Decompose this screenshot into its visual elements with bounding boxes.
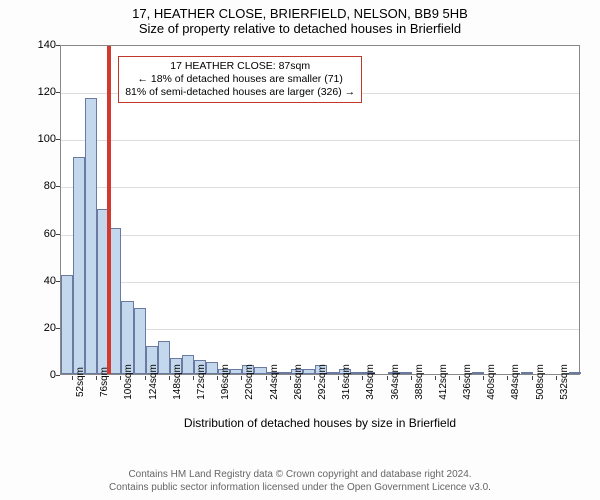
x-tick-label: 244sqm	[269, 364, 280, 400]
x-tick-label: 436sqm	[462, 364, 473, 400]
y-tick-label: 60	[16, 228, 56, 240]
callout-box: 17 HEATHER CLOSE: 87sqm← 18% of detached…	[118, 56, 362, 103]
x-tick-mark	[362, 376, 363, 380]
footer-line-2: Contains public sector information licen…	[16, 482, 584, 495]
x-tick-mark	[193, 376, 194, 380]
y-tick-label: 0	[16, 369, 56, 381]
x-tick-label: 484sqm	[510, 364, 521, 400]
y-tick-label: 120	[16, 86, 56, 98]
histogram-bar	[73, 157, 85, 374]
x-tick-label: 196sqm	[220, 364, 231, 400]
histogram-bar	[279, 372, 291, 374]
gridline	[61, 187, 579, 188]
histogram-bar	[158, 341, 170, 374]
x-tick-mark	[145, 376, 146, 380]
x-tick-mark	[387, 376, 388, 380]
y-tick-mark	[56, 186, 60, 187]
x-tick-mark	[217, 376, 218, 380]
reference-line	[109, 46, 111, 374]
callout-line-1: 17 HEATHER CLOSE: 87sqm	[125, 60, 355, 73]
callout-line-3: 81% of semi-detached houses are larger (…	[125, 86, 355, 99]
footer: Contains HM Land Registry data © Crown c…	[16, 469, 584, 494]
title-sub: Size of property relative to detached ho…	[0, 21, 600, 36]
x-tick-mark	[459, 376, 460, 380]
x-tick-mark	[532, 376, 533, 380]
x-tick-label: 364sqm	[390, 364, 401, 400]
x-tick-mark	[483, 376, 484, 380]
chart-area: Number of detached properties 17 HEATHER…	[0, 40, 600, 430]
x-tick-mark	[120, 376, 121, 380]
y-tick-label: 100	[16, 133, 56, 145]
histogram-bar	[400, 372, 412, 374]
y-tick-label: 20	[16, 322, 56, 334]
y-tick-mark	[56, 375, 60, 376]
x-tick-label: 292sqm	[317, 364, 328, 400]
x-tick-mark	[290, 376, 291, 380]
histogram-bar	[182, 355, 194, 374]
x-tick-label: 148sqm	[172, 364, 183, 400]
histogram-bar	[569, 372, 581, 374]
x-tick-mark	[314, 376, 315, 380]
histogram-bar	[61, 275, 73, 374]
gridline	[61, 140, 579, 141]
gridline	[61, 282, 579, 283]
title-main: 17, HEATHER CLOSE, BRIERFIELD, NELSON, B…	[0, 6, 600, 21]
histogram-bar	[472, 372, 484, 374]
x-tick-label: 172sqm	[196, 364, 207, 400]
gridline	[61, 235, 579, 236]
x-tick-mark	[411, 376, 412, 380]
x-axis-label: Distribution of detached houses by size …	[60, 416, 580, 430]
histogram-bar	[351, 372, 363, 374]
y-tick-mark	[56, 45, 60, 46]
x-tick-label: 316sqm	[341, 364, 352, 400]
x-tick-label: 124sqm	[148, 364, 159, 400]
x-tick-label: 76sqm	[99, 367, 110, 397]
histogram-bar	[230, 369, 242, 374]
histogram-bar	[303, 369, 315, 374]
x-tick-mark	[96, 376, 97, 380]
x-tick-mark	[435, 376, 436, 380]
footer-line-1: Contains HM Land Registry data © Crown c…	[16, 469, 584, 482]
histogram-bar	[254, 367, 266, 374]
y-tick-mark	[56, 234, 60, 235]
y-tick-label: 40	[16, 275, 56, 287]
histogram-bar	[327, 372, 339, 374]
x-tick-mark	[556, 376, 557, 380]
y-tick-label: 80	[16, 180, 56, 192]
histogram-bar	[206, 362, 218, 374]
x-tick-label: 52sqm	[75, 367, 86, 397]
histogram-bar	[134, 308, 146, 374]
x-tick-label: 100sqm	[123, 364, 134, 400]
x-tick-mark	[241, 376, 242, 380]
y-tick-mark	[56, 92, 60, 93]
y-tick-label: 140	[16, 39, 56, 51]
x-tick-mark	[169, 376, 170, 380]
histogram-bar	[521, 372, 533, 374]
histogram-bar	[121, 301, 133, 374]
x-tick-mark	[266, 376, 267, 380]
histogram-bar	[85, 98, 97, 374]
x-tick-label: 508sqm	[535, 364, 546, 400]
x-tick-mark	[338, 376, 339, 380]
x-tick-label: 532sqm	[559, 364, 570, 400]
x-tick-label: 460sqm	[486, 364, 497, 400]
y-tick-mark	[56, 139, 60, 140]
callout-line-2: ← 18% of detached houses are smaller (71…	[125, 73, 355, 86]
x-tick-mark	[507, 376, 508, 380]
plot-area: 17 HEATHER CLOSE: 87sqm← 18% of detached…	[60, 45, 580, 375]
x-tick-label: 412sqm	[438, 364, 449, 400]
x-tick-label: 388sqm	[414, 364, 425, 400]
x-tick-mark	[72, 376, 73, 380]
chart-titles: 17, HEATHER CLOSE, BRIERFIELD, NELSON, B…	[0, 0, 600, 36]
x-tick-label: 268sqm	[293, 364, 304, 400]
x-tick-label: 340sqm	[365, 364, 376, 400]
x-tick-label: 220sqm	[244, 364, 255, 400]
y-tick-mark	[56, 281, 60, 282]
y-tick-mark	[56, 328, 60, 329]
